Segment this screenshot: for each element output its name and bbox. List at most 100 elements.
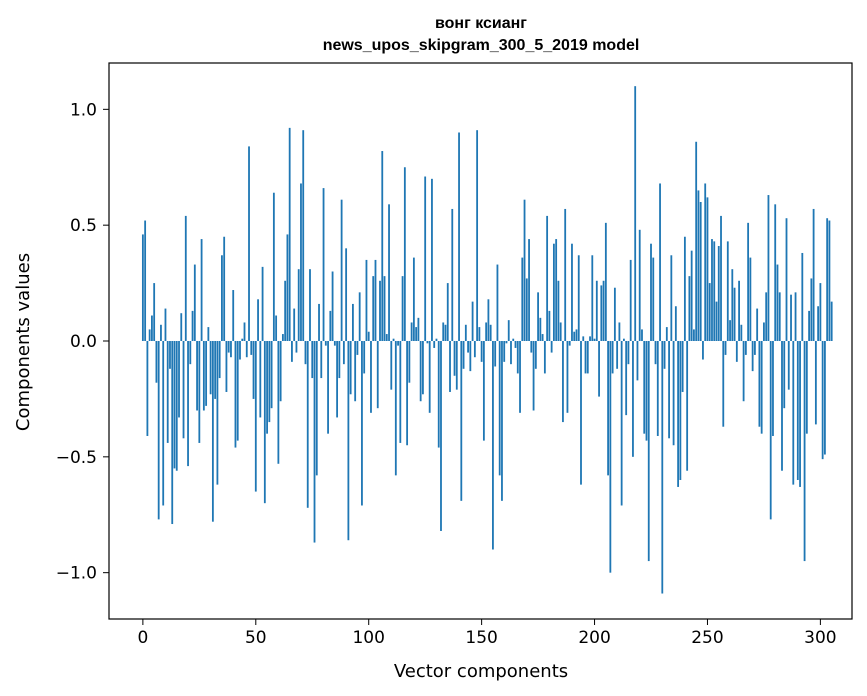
- bar: [478, 327, 481, 341]
- bar: [437, 341, 440, 448]
- bar: [469, 341, 472, 372]
- bar: [772, 341, 774, 436]
- bar: [623, 338, 625, 341]
- bar: [361, 341, 363, 506]
- bar: [765, 292, 768, 341]
- bar: [792, 341, 795, 485]
- bar: [821, 341, 824, 460]
- bar: [173, 341, 176, 469]
- bar: [261, 266, 264, 341]
- bar: [239, 341, 241, 360]
- bar: [562, 341, 564, 423]
- bar: [541, 334, 544, 341]
- bar: [595, 280, 598, 341]
- bar: [191, 310, 194, 341]
- bar: [503, 341, 506, 362]
- bar: [790, 294, 792, 341]
- bar: [589, 336, 591, 341]
- bar: [803, 341, 806, 562]
- bar: [403, 167, 406, 341]
- bar: [433, 341, 436, 348]
- bar: [494, 341, 497, 367]
- bar: [279, 341, 282, 402]
- bar: [331, 271, 334, 341]
- bar: [650, 243, 652, 341]
- bar: [510, 341, 512, 365]
- bar: [216, 341, 219, 485]
- bar: [602, 280, 605, 341]
- bar: [501, 341, 503, 501]
- bar: [268, 341, 271, 423]
- bar: [776, 264, 779, 341]
- bar: [383, 276, 386, 341]
- bar: [374, 259, 377, 341]
- bar: [442, 322, 445, 341]
- bar: [196, 341, 198, 411]
- bar: [756, 308, 759, 341]
- bar: [625, 341, 628, 416]
- bar: [327, 341, 329, 434]
- bar: [252, 341, 255, 399]
- chart-title: вонг ксианг: [435, 15, 527, 32]
- bar: [187, 341, 189, 467]
- bar: [464, 324, 467, 341]
- bar: [248, 146, 250, 341]
- bar: [379, 280, 381, 341]
- bar: [670, 255, 673, 341]
- bar: [586, 341, 589, 374]
- bar: [512, 338, 515, 341]
- bar: [783, 341, 786, 409]
- bar: [352, 303, 354, 341]
- bar: [505, 341, 508, 344]
- bar: [573, 331, 576, 341]
- bar: [431, 178, 433, 341]
- bar: [763, 322, 765, 341]
- bar: [528, 239, 530, 341]
- bar: [543, 341, 546, 374]
- bar: [250, 341, 253, 355]
- bar: [257, 299, 259, 341]
- bar: [778, 292, 781, 341]
- y-tick-label: −0.5: [56, 448, 97, 468]
- bar: [155, 341, 158, 383]
- bar: [451, 208, 454, 341]
- bar: [794, 292, 797, 341]
- bar: [731, 269, 734, 341]
- bar: [426, 341, 429, 344]
- bar: [234, 341, 237, 448]
- bar: [157, 341, 160, 520]
- bar: [758, 341, 761, 427]
- bar: [412, 257, 415, 341]
- bar: [641, 329, 643, 341]
- y-tick-label: 0.5: [70, 216, 97, 236]
- bar: [419, 341, 422, 402]
- x-axis-label: Vector components: [394, 661, 568, 682]
- bar: [661, 341, 664, 594]
- bar: [679, 341, 682, 480]
- bar: [401, 276, 404, 341]
- bar: [645, 341, 648, 441]
- x-tick-label: 0: [137, 628, 148, 648]
- bar: [729, 320, 731, 341]
- bar: [742, 341, 745, 402]
- bar: [519, 341, 521, 413]
- chart-subtitle: news_upos_skipgram_300_5_2019 model: [323, 37, 640, 54]
- bar: [286, 234, 289, 341]
- bar: [230, 341, 232, 358]
- bar: [397, 341, 399, 346]
- bar: [600, 285, 603, 341]
- bar: [609, 341, 612, 573]
- bar: [814, 341, 817, 425]
- bar: [720, 215, 722, 341]
- bar: [805, 341, 808, 434]
- bar: [593, 338, 596, 341]
- bar: [376, 341, 379, 409]
- bar: [408, 341, 411, 383]
- bar: [272, 192, 275, 341]
- bar: [559, 322, 562, 341]
- bar: [211, 341, 214, 522]
- bar: [324, 341, 327, 346]
- bar: [735, 341, 738, 362]
- y-tick-label: 1.0: [70, 100, 97, 120]
